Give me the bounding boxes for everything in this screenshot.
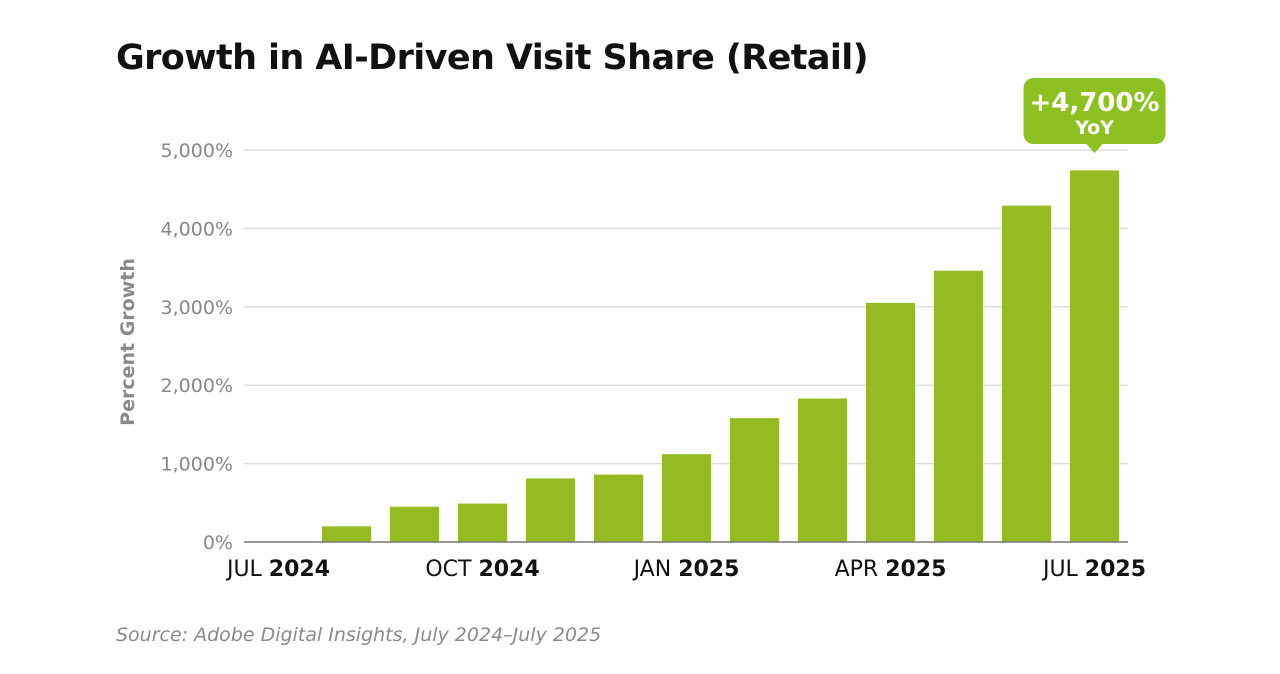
bar: [390, 506, 439, 542]
callout-subtitle: YoY: [1074, 117, 1114, 139]
source-note: Source: Adobe Digital Insights, July 202…: [116, 624, 602, 646]
bar: [662, 454, 711, 542]
y-tick-label: 4,000%: [161, 218, 233, 240]
bar: [458, 503, 507, 542]
y-tick-label: 5,000%: [161, 140, 233, 162]
y-tick-label: 1,000%: [161, 454, 233, 476]
callout-bubble: [1023, 78, 1166, 144]
x-tick-label: OCT 2024: [425, 557, 539, 582]
y-axis-label: Percent Growth: [117, 258, 139, 426]
x-tick-label: APR 2025: [835, 557, 947, 582]
bar: [798, 398, 847, 542]
y-tick-label: 3,000%: [161, 297, 233, 319]
bar: [322, 526, 371, 542]
bar: [1002, 205, 1051, 542]
x-tick-label: JUL 2024: [225, 557, 330, 582]
callout-pointer: [1085, 143, 1104, 153]
bar: [866, 302, 915, 542]
x-tick-label: JUL 2025: [1041, 557, 1146, 582]
y-tick-label: 0%: [203, 532, 233, 554]
chart-title: Growth in AI-Driven Visit Share (Retail): [116, 38, 869, 78]
y-tick-label: 2,000%: [161, 375, 233, 397]
bar: [934, 270, 983, 542]
callout-value: +4,700%: [1029, 88, 1159, 118]
x-tick-label: JAN 2025: [632, 557, 740, 582]
bar: [730, 418, 779, 542]
bar: [526, 478, 575, 542]
bar: [1070, 170, 1119, 542]
bar: [594, 474, 643, 542]
